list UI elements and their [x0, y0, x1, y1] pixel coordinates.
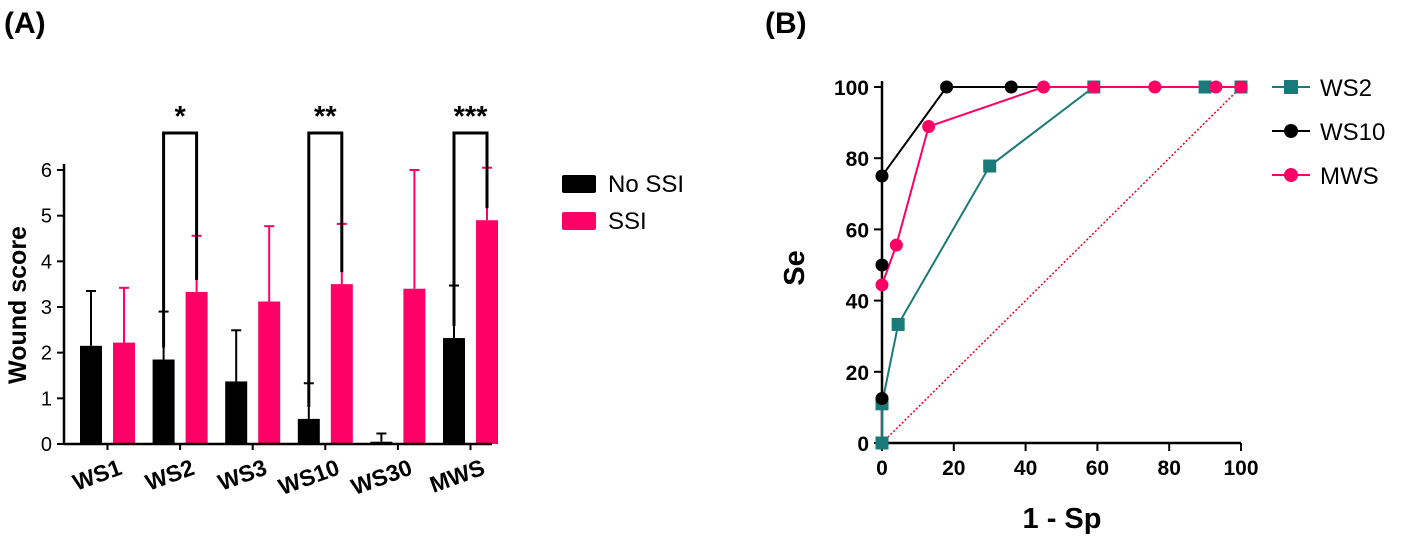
- x-tick-label-a: MWS: [426, 454, 488, 498]
- point-ws10: [940, 80, 954, 94]
- legend-label-mws: MWS: [1320, 163, 1379, 190]
- legend-swatch-no-ssi: [562, 175, 596, 193]
- series-line-mws: [881, 86, 1241, 286]
- bar-ws1-ssi: [113, 342, 135, 444]
- y-tick-label-a: 6: [41, 160, 52, 182]
- point-mws: [1148, 80, 1162, 94]
- y-tick-label-b: 100: [834, 77, 869, 100]
- x-tick-label-b: 100: [1223, 457, 1258, 480]
- x-tick-label-b: 40: [1014, 457, 1037, 480]
- significance-bracket-ws10: [307, 131, 344, 407]
- x-tick-label-a: WS2: [142, 454, 198, 495]
- bar-mws-ssi: [476, 220, 498, 444]
- bar-mws-no-ssi: [443, 338, 465, 444]
- y-tick-label-a: 4: [41, 251, 52, 273]
- point-ws10: [875, 392, 889, 405]
- bar-ws3-no-ssi: [225, 381, 248, 444]
- y-tick-label-b: 80: [846, 148, 869, 171]
- significance-bracket-ws2: [162, 131, 199, 348]
- series-line-ws10: [881, 86, 1241, 399]
- panel-label-a: (A): [4, 7, 46, 40]
- y-tick-label-a: 3: [41, 297, 52, 319]
- x-tick-label-a: WS1: [69, 454, 125, 496]
- panel-b-roc-chart: (B) Se 1 - Sp 0 20 40 60 80 100 0 20 40 60 80 100 W…: [765, 7, 1385, 535]
- point-ws10: [875, 258, 889, 272]
- point-mws: [889, 238, 903, 252]
- significance-label-ws2: *: [174, 101, 186, 133]
- legend-label-no-ssi: No SSI: [608, 171, 684, 198]
- point-ws10: [1004, 80, 1018, 94]
- x-tick-label-b: 20: [942, 457, 965, 480]
- bar-ws3-ssi: [258, 301, 281, 444]
- y-tick-label-a: 1: [41, 388, 52, 410]
- point-mws: [1234, 80, 1248, 94]
- legend-label-ssi: SSI: [608, 208, 647, 235]
- point-mws: [875, 278, 889, 292]
- panel-a-bar-chart: (A) Wound score WS1 WS2 WS3 WS10 WS30 MWS 0 1 2 3…: [4, 7, 684, 500]
- reference-diagonal: [881, 86, 1242, 444]
- point-mws: [1037, 80, 1051, 94]
- x-tick-label-a: WS10: [275, 454, 343, 500]
- y-tick-label-a: 2: [41, 343, 52, 365]
- bar-ws30-ssi: [403, 288, 426, 444]
- significance-label-mws: ***: [454, 101, 489, 133]
- legend-label-ws10: WS10: [1320, 119, 1385, 146]
- y-tick-label-a: 0: [41, 434, 52, 456]
- point-mws: [1209, 80, 1223, 94]
- y-axis-label-b: Se: [779, 250, 811, 285]
- point-mws: [922, 120, 936, 134]
- x-tick-label-a: WS30: [348, 454, 416, 500]
- bar-ws2-ssi: [185, 291, 208, 444]
- x-tick-label-b: 80: [1158, 457, 1181, 480]
- y-tick-label-a: 5: [41, 206, 52, 228]
- legend-marker-mws: [1284, 168, 1298, 182]
- point-mws: [1087, 80, 1101, 94]
- significance-bracket-mws: [452, 131, 489, 327]
- y-tick-label-b: 0: [857, 433, 869, 456]
- significance-label-ws10: **: [314, 101, 337, 133]
- x-tick-label-b: 60: [1086, 457, 1109, 480]
- legend-marker-ws2: [1284, 80, 1298, 94]
- point-ws2: [983, 159, 997, 173]
- x-tick-label-a: WS3: [214, 454, 270, 495]
- point-ws2: [1198, 80, 1212, 94]
- x-axis-label-b: 1 - Sp: [1023, 503, 1102, 535]
- legend-marker-ws10: [1284, 124, 1298, 138]
- point-ws2: [891, 317, 905, 331]
- bar-ws10-no-ssi: [297, 418, 320, 444]
- bar-ws10-ssi: [330, 284, 353, 444]
- bar-ws2-no-ssi: [152, 359, 175, 444]
- point-ws2: [875, 436, 889, 450]
- panel-label-b: (B): [765, 7, 807, 40]
- legend-swatch-ssi: [562, 212, 596, 230]
- y-tick-label-b: 20: [846, 362, 869, 385]
- x-tick-label-b: 0: [876, 457, 888, 480]
- legend-label-ws2: WS2: [1320, 75, 1372, 102]
- bar-ws1-no-ssi: [80, 345, 102, 444]
- y-tick-label-b: 60: [846, 219, 869, 242]
- y-tick-label-b: 40: [846, 291, 869, 314]
- point-ws10: [875, 169, 889, 183]
- y-axis-label-a: Wound score: [4, 226, 32, 384]
